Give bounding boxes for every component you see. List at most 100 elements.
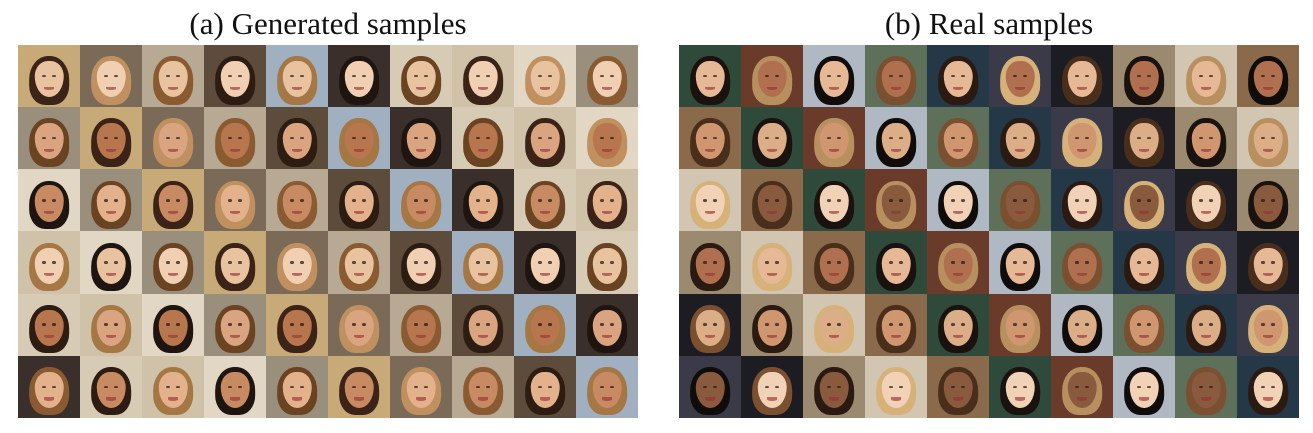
eye-left bbox=[475, 74, 480, 78]
eye-left bbox=[289, 199, 294, 202]
face-shape bbox=[34, 123, 64, 160]
face-shape bbox=[819, 309, 849, 346]
eye-right bbox=[238, 74, 243, 78]
mouth bbox=[1015, 210, 1025, 215]
face-thumbnail bbox=[803, 169, 865, 232]
face-thumbnail bbox=[328, 107, 390, 170]
eye-left bbox=[41, 385, 46, 389]
face-thumbnail bbox=[390, 293, 452, 356]
mouth bbox=[478, 86, 488, 90]
mouth bbox=[602, 397, 612, 401]
face-shape bbox=[757, 185, 787, 222]
eye-right bbox=[52, 261, 57, 264]
eye-right bbox=[362, 199, 367, 202]
face-thumbnail bbox=[1175, 355, 1237, 418]
eye-left bbox=[1260, 323, 1265, 326]
face-shape bbox=[1005, 123, 1035, 160]
eye-left bbox=[702, 385, 707, 389]
mouth bbox=[829, 86, 839, 90]
face-thumbnail bbox=[1237, 231, 1299, 294]
mouth bbox=[292, 148, 302, 152]
face-shape bbox=[1067, 371, 1097, 408]
face-thumbnail bbox=[514, 169, 576, 232]
mouth bbox=[416, 273, 426, 277]
face-thumbnail bbox=[18, 293, 80, 356]
eye-left bbox=[413, 74, 418, 78]
eye-left bbox=[764, 74, 769, 78]
face-thumbnail bbox=[514, 231, 576, 294]
face-shape bbox=[881, 247, 911, 284]
face-thumbnail bbox=[1237, 355, 1299, 418]
face-shape bbox=[1067, 123, 1097, 160]
mouth bbox=[478, 210, 488, 215]
eye-left bbox=[599, 199, 604, 202]
face-thumbnail bbox=[576, 293, 638, 356]
eye-right bbox=[1023, 199, 1028, 202]
eye-right bbox=[713, 199, 718, 202]
eye-left bbox=[165, 136, 170, 140]
eye-left bbox=[165, 261, 170, 264]
eye-left bbox=[599, 261, 604, 264]
eye-right bbox=[1023, 261, 1028, 264]
face-thumbnail bbox=[18, 231, 80, 294]
eye-right bbox=[610, 385, 615, 389]
face-thumbnail bbox=[576, 169, 638, 232]
face-shape bbox=[1253, 309, 1283, 346]
face-thumbnail bbox=[142, 45, 204, 108]
face-thumbnail bbox=[390, 107, 452, 170]
face-thumbnail bbox=[865, 231, 927, 294]
eye-right bbox=[610, 136, 615, 140]
face-thumbnail bbox=[1113, 293, 1175, 356]
eye-right bbox=[899, 323, 904, 326]
mouth bbox=[602, 210, 612, 215]
mouth bbox=[292, 397, 302, 401]
mouth bbox=[705, 335, 715, 339]
eye-left bbox=[227, 136, 232, 140]
eye-left bbox=[1074, 74, 1079, 78]
mouth bbox=[540, 273, 550, 277]
face-shape bbox=[943, 123, 973, 160]
eye-left bbox=[950, 74, 955, 78]
face-thumbnail bbox=[803, 107, 865, 170]
face-thumbnail bbox=[204, 293, 266, 356]
mouth bbox=[1201, 148, 1211, 152]
face-shape bbox=[1005, 247, 1035, 284]
panel-generated-samples: (a) Generated samples bbox=[18, 0, 638, 433]
face-shape bbox=[1005, 371, 1035, 408]
eye-left bbox=[227, 385, 232, 389]
face-shape bbox=[592, 185, 622, 222]
eye-right bbox=[176, 199, 181, 202]
face-shape bbox=[158, 61, 188, 98]
eye-left bbox=[888, 136, 893, 140]
face-shape bbox=[1129, 309, 1159, 346]
eye-right bbox=[899, 74, 904, 78]
eye-left bbox=[103, 74, 108, 78]
mouth bbox=[354, 335, 364, 339]
face-shape bbox=[344, 61, 374, 98]
eye-left bbox=[475, 199, 480, 202]
mouth bbox=[1139, 335, 1149, 339]
face-shape bbox=[344, 371, 374, 408]
eye-right bbox=[1147, 261, 1152, 264]
mouth bbox=[416, 86, 426, 90]
mouth bbox=[44, 397, 54, 401]
face-shape bbox=[1253, 61, 1283, 98]
face-thumbnail bbox=[741, 293, 803, 356]
mouth bbox=[829, 210, 839, 215]
face-shape bbox=[530, 309, 560, 346]
eye-right bbox=[300, 136, 305, 140]
mouth bbox=[1015, 148, 1025, 152]
mouth bbox=[767, 335, 777, 339]
mouth bbox=[230, 210, 240, 215]
eye-left bbox=[41, 136, 46, 140]
face-shape bbox=[1129, 61, 1159, 98]
face-shape bbox=[282, 185, 312, 222]
eye-left bbox=[826, 385, 831, 389]
eye-left bbox=[764, 261, 769, 264]
face-shape bbox=[1067, 185, 1097, 222]
mouth bbox=[168, 397, 178, 401]
face-thumbnail bbox=[576, 355, 638, 418]
face-thumbnail bbox=[204, 355, 266, 418]
mouth bbox=[705, 148, 715, 152]
eye-right bbox=[486, 385, 491, 389]
